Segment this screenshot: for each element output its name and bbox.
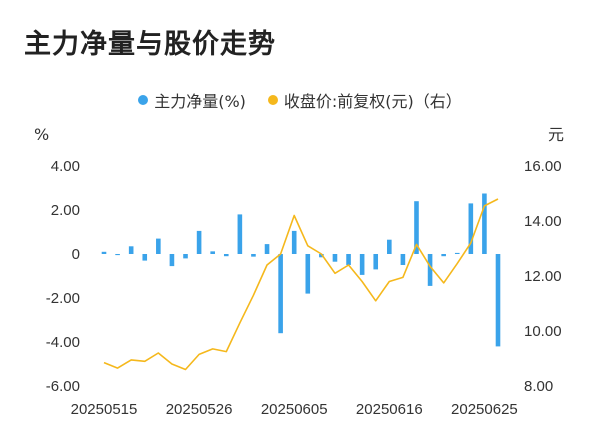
left-tick-label: 2.00 <box>51 202 80 219</box>
bar-mark <box>169 254 175 267</box>
right-tick-label: 8.00 <box>524 378 553 395</box>
bar-mark <box>346 254 351 265</box>
bar-mark <box>414 201 419 254</box>
x-tick-label: 20250616 <box>356 401 423 418</box>
price-line <box>103 198 499 371</box>
bar-mark <box>332 254 338 262</box>
line-series <box>103 198 499 371</box>
legend-item-bar[interactable]: 主力净量(%) <box>138 88 246 112</box>
x-tick-label: 20250625 <box>451 401 518 418</box>
bar-mark <box>441 254 446 257</box>
bar-mark <box>319 254 324 258</box>
left-axis-ticks: 4.00 2.00 0 -2.00 -4.00 -6.00 <box>46 158 80 395</box>
bar-mark <box>495 254 501 347</box>
bar-mark <box>387 239 392 254</box>
bar-mark <box>373 254 379 270</box>
right-axis-unit: 元 <box>548 125 564 144</box>
bar-mark <box>128 246 134 254</box>
legend-line-swatch <box>267 95 278 105</box>
bar-mark <box>142 254 148 261</box>
right-tick-label: 12.00 <box>524 268 562 285</box>
legend-bar-swatch <box>138 95 149 105</box>
x-tick-label: 20250605 <box>261 401 328 418</box>
bar-mark <box>454 252 460 254</box>
chart-title: 主力净量与股价走势 <box>24 29 276 60</box>
right-axis-ticks: 16.00 14.00 12.00 10.00 8.00 <box>524 158 562 395</box>
left-tick-label: 4.00 <box>51 158 80 175</box>
bar-mark <box>400 254 406 265</box>
legend-item-line[interactable]: 收盘价:前复权(元)（右） <box>267 88 462 112</box>
bar-mark <box>278 254 283 334</box>
left-tick-label: 0 <box>72 246 80 263</box>
bar-mark <box>264 244 270 254</box>
x-tick-label: 20250515 <box>71 401 138 418</box>
bar-mark <box>305 254 311 294</box>
bar-mark <box>156 238 161 254</box>
chart-legend: 主力净量(%) 收盘价:前复权(元)（右） <box>0 88 600 112</box>
bar-mark <box>468 203 474 254</box>
bar-mark <box>237 214 243 254</box>
right-tick-label: 16.00 <box>524 158 562 175</box>
left-tick-label: -2.00 <box>46 290 80 307</box>
bar-mark <box>482 193 487 254</box>
right-tick-label: 10.00 <box>524 323 562 340</box>
bar-mark <box>223 254 229 257</box>
x-axis-ticks: 20250515 20250526 20250605 20250616 20250625 <box>71 401 518 418</box>
bar-mark <box>291 230 297 254</box>
left-tick-label: -4.00 <box>46 334 80 351</box>
bar-mark <box>115 254 120 256</box>
x-tick-label: 20250526 <box>166 401 233 418</box>
bar-series <box>101 193 501 347</box>
bar-mark <box>427 254 433 286</box>
bar-mark <box>359 254 365 275</box>
bar-mark <box>210 251 215 254</box>
bar-mark <box>196 230 202 254</box>
bar-mark <box>251 254 256 257</box>
left-tick-label: -6.00 <box>46 378 80 395</box>
legend-bar-label: 主力净量(%) <box>154 92 246 111</box>
right-tick-label: 14.00 <box>524 213 562 230</box>
bar-mark <box>183 254 188 259</box>
bar-mark <box>101 251 107 254</box>
left-axis-unit: % <box>34 125 49 144</box>
legend-line-label: 收盘价:前复权(元)（右） <box>283 92 462 111</box>
